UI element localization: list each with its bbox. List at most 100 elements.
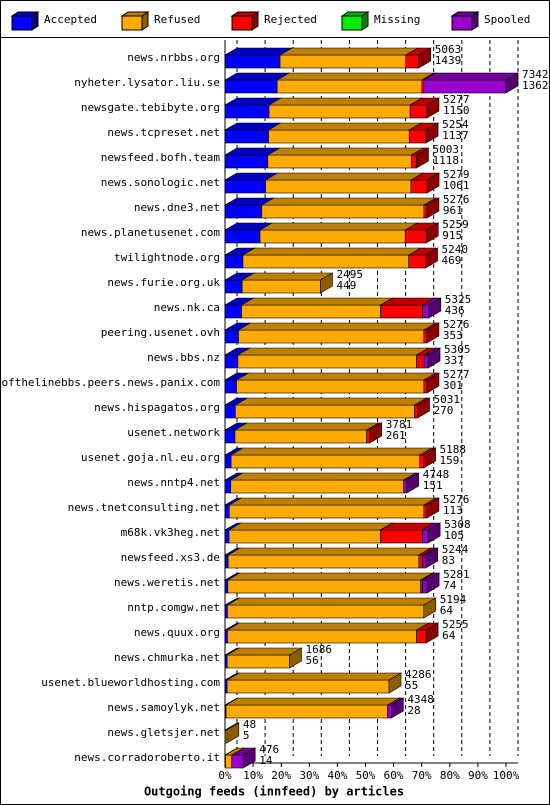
bar-segment xyxy=(276,72,435,94)
total-label: 4286 xyxy=(405,668,432,681)
bar-segment xyxy=(407,247,439,269)
bar-segment xyxy=(264,172,425,194)
bar-side xyxy=(425,122,439,144)
accepted-label: 301 xyxy=(443,379,463,392)
category-label: news.weretis.net xyxy=(114,576,220,589)
bar-front xyxy=(416,354,425,369)
total-label: 5277 xyxy=(443,368,470,381)
bar-top xyxy=(278,47,419,56)
bar-segment xyxy=(421,547,439,569)
bar-segment xyxy=(422,322,441,344)
bar-segment xyxy=(404,222,440,244)
bar-front xyxy=(242,254,410,269)
accepted-label: 961 xyxy=(443,204,463,217)
bar-segment xyxy=(422,497,441,519)
bar-side xyxy=(242,747,256,769)
bar-side xyxy=(416,147,429,169)
bar-side xyxy=(505,72,519,94)
bar-front xyxy=(416,629,427,644)
bar-front xyxy=(237,354,417,369)
bar-segment xyxy=(423,347,442,369)
legend-swatch-side xyxy=(251,11,259,31)
bar-side xyxy=(406,472,420,494)
legend-swatch-side xyxy=(471,11,479,31)
accepted-label: 5 xyxy=(243,729,250,742)
bar-segment xyxy=(413,397,431,419)
bar-front xyxy=(229,504,425,519)
category-label: newsgate.tebibyte.org xyxy=(81,101,220,114)
accepted-label: 113 xyxy=(443,504,463,517)
bar-front xyxy=(224,654,228,669)
bar-segment xyxy=(241,272,334,294)
category-label: peering.usenet.ovh xyxy=(101,326,220,339)
x-tick-label: 30% xyxy=(299,769,319,782)
bar-front xyxy=(224,304,242,319)
category-label: newsfeed.xs3.de xyxy=(121,551,220,564)
bar-side xyxy=(425,622,439,644)
bar-top xyxy=(241,247,422,256)
total-label: 2495 xyxy=(336,268,363,281)
bar-front xyxy=(226,679,390,694)
bar-front xyxy=(404,229,427,244)
bar-segment xyxy=(408,122,440,144)
bar-top xyxy=(237,322,437,331)
bar-front xyxy=(366,429,371,444)
accepted-label: 14 xyxy=(259,754,273,767)
total-label: 5281 xyxy=(443,568,470,581)
category-label: endofthelinebbs.peers.news.panix.com xyxy=(0,376,220,389)
bar-front xyxy=(227,604,425,619)
bar-top xyxy=(260,197,437,206)
legend-label: Accepted xyxy=(44,13,97,26)
bar-front xyxy=(224,479,232,494)
bar-top xyxy=(267,97,424,106)
legend-swatch-side xyxy=(141,11,149,31)
bar-front xyxy=(224,129,269,144)
bar-front xyxy=(418,554,423,569)
bar-segment xyxy=(223,297,255,319)
category-label: news.samoylyk.net xyxy=(107,701,220,714)
total-label: 5259 xyxy=(442,218,469,231)
bar-front xyxy=(408,129,427,144)
bar-front xyxy=(410,179,428,194)
bar-segment xyxy=(234,397,428,419)
bar-front xyxy=(238,329,425,344)
legend-label: Spooled xyxy=(484,13,530,26)
category-label: news.hispagatos.org xyxy=(94,401,220,414)
total-label: 5244 xyxy=(442,543,469,556)
bar-front xyxy=(423,329,428,344)
bar-front xyxy=(224,354,239,369)
bar-side xyxy=(320,272,333,294)
bar-front xyxy=(224,229,261,244)
bar-front xyxy=(231,754,244,769)
bar-top xyxy=(233,422,380,431)
total-label: 5255 xyxy=(442,618,469,631)
bar-front xyxy=(422,554,427,569)
bar-segment xyxy=(422,197,441,219)
bar-front xyxy=(241,304,381,319)
bar-top xyxy=(240,297,394,306)
category-label: news.gletsjer.net xyxy=(107,726,220,739)
bar-segment xyxy=(230,747,257,769)
legend-swatch-side xyxy=(361,11,369,31)
bar-segment xyxy=(226,597,437,619)
bar-segment xyxy=(225,672,403,694)
bar-side xyxy=(226,722,240,744)
category-label: news.dne3.net xyxy=(134,201,220,214)
bar-front xyxy=(409,104,428,119)
accepted-label: 1362 xyxy=(522,79,549,92)
bar-front xyxy=(234,429,367,444)
bar-front xyxy=(423,504,428,519)
bar-front xyxy=(225,704,388,719)
total-label: 3781 xyxy=(386,418,413,431)
category-label: nntp.comgw.net xyxy=(127,601,220,614)
bar-segment xyxy=(223,247,257,269)
accepted-label: 159 xyxy=(440,454,460,467)
bar-segment xyxy=(365,422,383,444)
bar-top xyxy=(258,222,419,231)
category-label: nyheter.lysator.liu.se xyxy=(74,76,220,89)
bar-segment xyxy=(260,197,437,219)
bar-segment xyxy=(223,47,294,69)
bar-segment xyxy=(266,147,425,169)
